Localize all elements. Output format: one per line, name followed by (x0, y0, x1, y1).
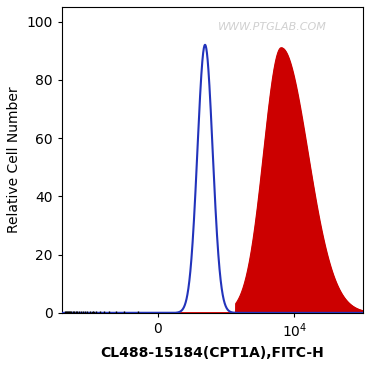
X-axis label: CL488-15184(CPT1A),FITC-H: CL488-15184(CPT1A),FITC-H (101, 346, 324, 360)
Text: WWW.PTGLAB.COM: WWW.PTGLAB.COM (218, 22, 327, 32)
Y-axis label: Relative Cell Number: Relative Cell Number (7, 87, 21, 233)
